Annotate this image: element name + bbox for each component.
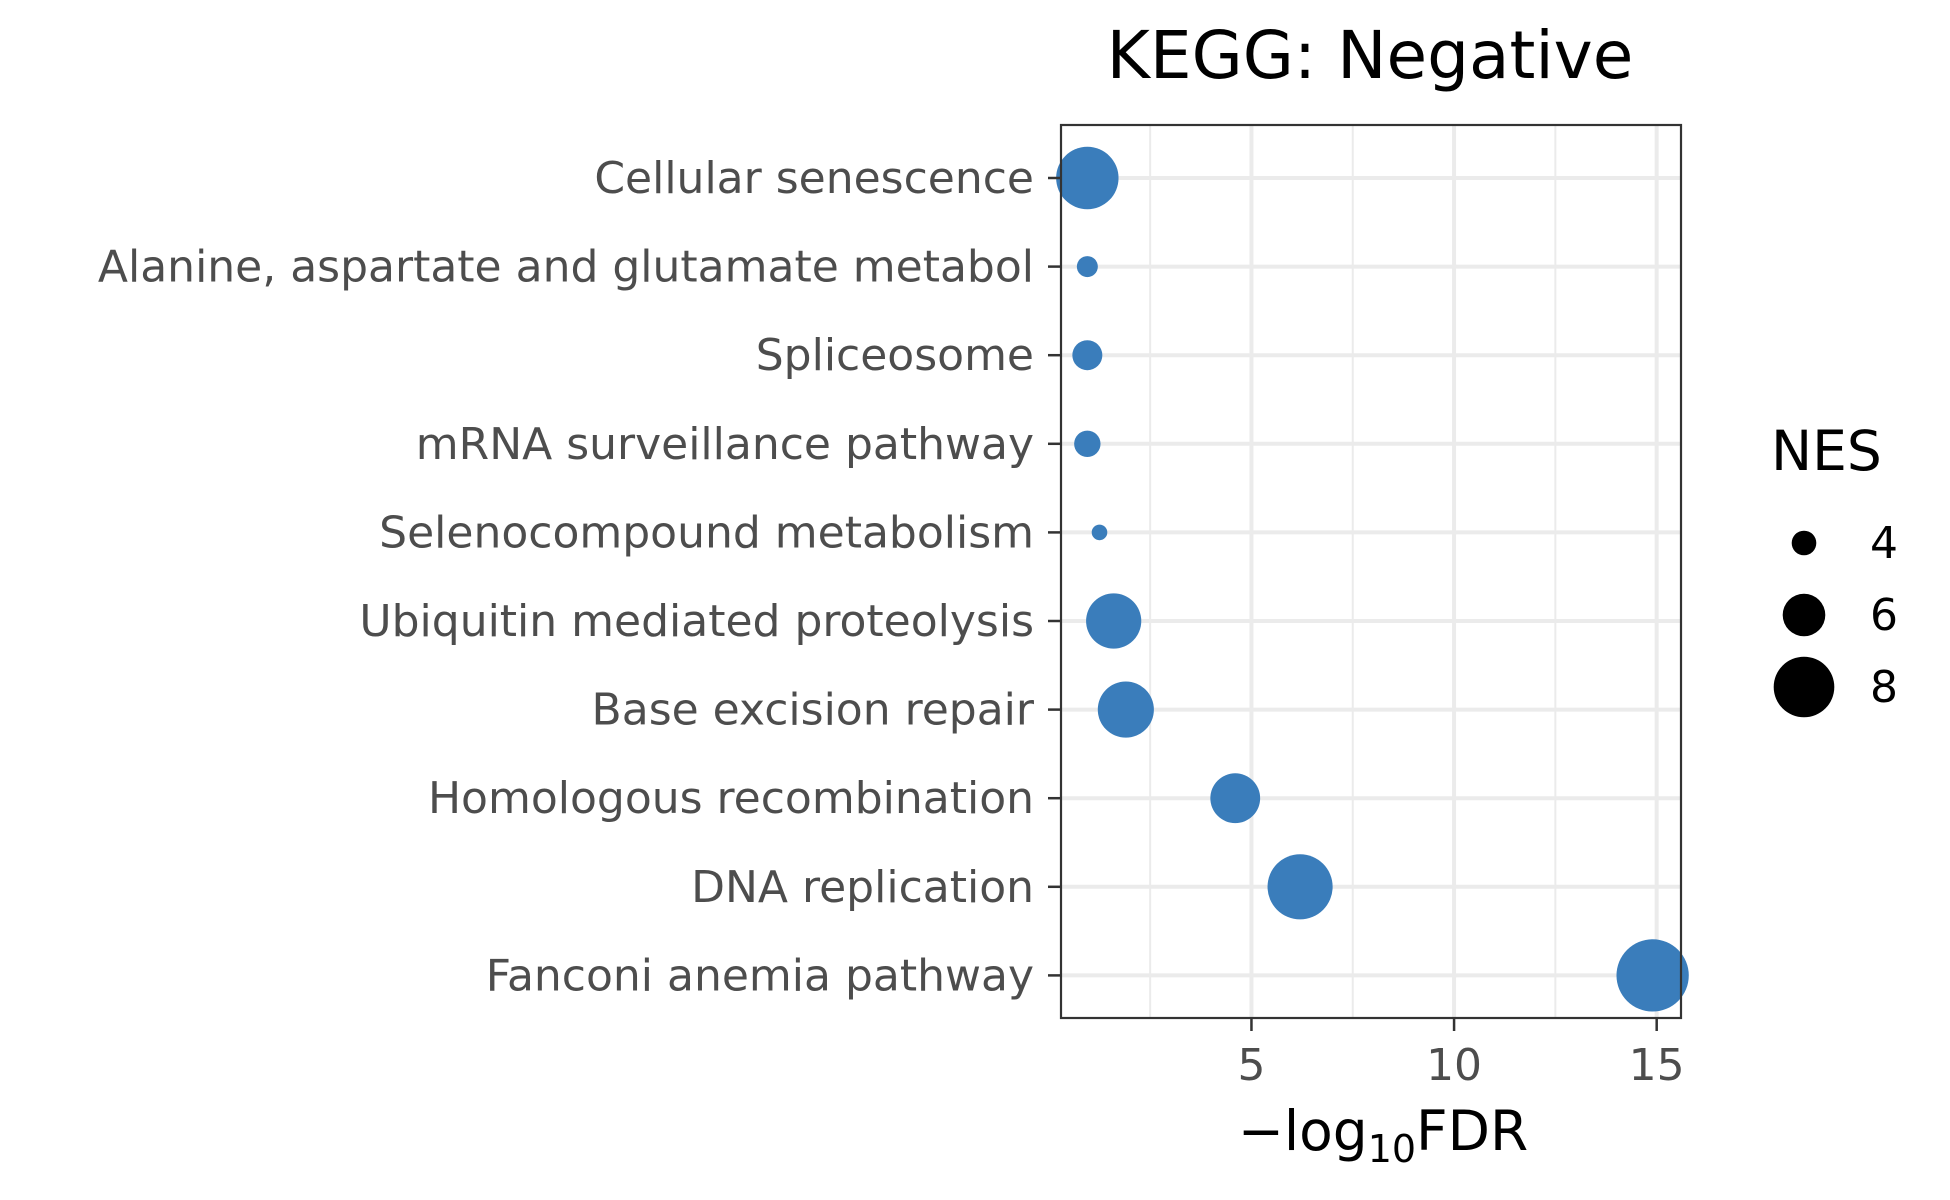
- y-tick-label-1: Alanine, aspartate and glutamate metabol: [98, 242, 1034, 293]
- grid-lines: [1061, 125, 1681, 1018]
- data-point-7: [1210, 773, 1261, 824]
- data-point-4: [1091, 524, 1108, 541]
- data-point-0: [1056, 146, 1119, 210]
- y-axis: Cellular senescence Alanine, aspartate an…: [98, 153, 1061, 1001]
- legend-keys: 4 6 8: [1773, 518, 1898, 718]
- data-point-2: [1072, 340, 1103, 371]
- y-tick-label-5: Ubiquitin mediated proteolysis: [359, 596, 1034, 647]
- legend-key-2: [1773, 656, 1835, 718]
- x-axis-title-suffix: FDR: [1416, 1099, 1528, 1163]
- legend-key-1: [1782, 593, 1826, 637]
- plot-panel-background: [1061, 125, 1681, 1018]
- data-point-9: [1616, 939, 1689, 1012]
- y-tick-label-6: Base excision repair: [592, 685, 1035, 736]
- data-points: [1056, 146, 1689, 1012]
- y-tick-label-0: Cellular senescence: [594, 153, 1034, 204]
- data-point-1: [1076, 256, 1098, 278]
- legend-title: NES: [1771, 419, 1882, 483]
- chart-title: KEGG: Negative: [1107, 17, 1634, 94]
- x-tick-label-2: 15: [1629, 1040, 1685, 1091]
- data-point-8: [1267, 854, 1333, 920]
- y-tick-label-4: Selenocompound metabolism: [379, 507, 1034, 558]
- data-point-6: [1097, 681, 1154, 738]
- plot-panel-border: [1059, 123, 1683, 1020]
- y-tick-label-9: Fanconi anemia pathway: [486, 950, 1034, 1001]
- data-point-5: [1086, 593, 1142, 649]
- legend-key-0: [1791, 530, 1817, 556]
- y-tick-label-2: Spliceosome: [756, 330, 1034, 381]
- x-tick-label-0: 5: [1237, 1040, 1265, 1091]
- x-axis-title-subscript: 10: [1368, 1127, 1416, 1171]
- legend-label-0: 4: [1870, 518, 1898, 569]
- y-tick-label-3: mRNA surveillance pathway: [416, 419, 1034, 470]
- data-point-3: [1074, 430, 1101, 457]
- legend-label-2: 8: [1870, 662, 1898, 713]
- y-tick-label-8: DNA replication: [691, 862, 1034, 913]
- y-tick-label-7: Homologous recombination: [428, 773, 1034, 824]
- legend: NES 4 6 8: [1771, 419, 1898, 718]
- x-axis-title: −log10FDR: [1238, 1099, 1529, 1171]
- legend-label-1: 6: [1870, 590, 1898, 641]
- x-axis: 5 10 15: [1237, 1018, 1685, 1091]
- x-axis-title-prefix: −log: [1238, 1099, 1368, 1163]
- x-tick-label-1: 10: [1426, 1040, 1482, 1091]
